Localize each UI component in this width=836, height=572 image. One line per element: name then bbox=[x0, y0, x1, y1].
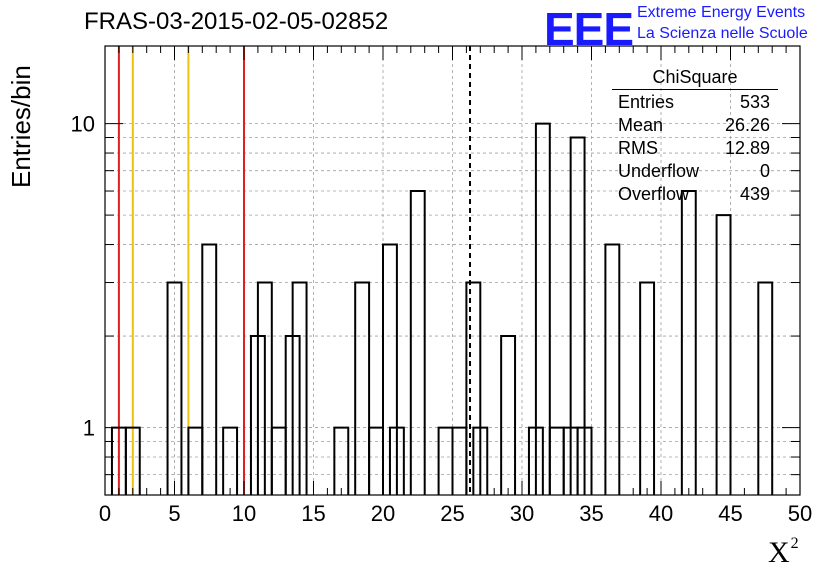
x-tick-label: 40 bbox=[649, 501, 673, 526]
histogram-bin bbox=[680, 190, 697, 495]
x-tick-label: 25 bbox=[440, 501, 464, 526]
histogram-bin bbox=[534, 122, 551, 495]
x-axis-label-superscript: 2 bbox=[790, 535, 799, 552]
x-tick-label: 10 bbox=[232, 501, 256, 526]
histogram-bin bbox=[451, 426, 468, 495]
histogram-bin bbox=[256, 281, 273, 495]
logo-line-1: Extreme Energy Events bbox=[637, 4, 806, 21]
stats-value: 439 bbox=[739, 184, 770, 204]
histogram-bin bbox=[548, 426, 565, 495]
histogram-bin bbox=[409, 190, 426, 495]
stats-row-rms: RMS 12.89 bbox=[612, 138, 778, 161]
logo-text: Extreme Energy Events La Scienza nelle S… bbox=[637, 2, 808, 44]
histogram-bin bbox=[576, 426, 593, 495]
logo-line-2: La Scienza nelle Scuole bbox=[637, 25, 808, 42]
x-tick-label: 30 bbox=[510, 501, 534, 526]
histogram-bin bbox=[472, 426, 489, 495]
chart-title: FRAS-03-2015-02-05-02852 bbox=[84, 8, 389, 35]
stats-row-mean: Mean 26.26 bbox=[612, 115, 778, 138]
histogram-bin bbox=[639, 281, 656, 495]
x-tick-label: 0 bbox=[99, 501, 111, 526]
histogram-bin bbox=[569, 136, 586, 495]
histogram-bin bbox=[715, 214, 732, 495]
stats-title: ChiSquare bbox=[612, 67, 778, 90]
histogram-bin bbox=[604, 243, 621, 495]
x-axis-label-symbol: X bbox=[768, 536, 790, 569]
histogram-bin bbox=[333, 426, 350, 495]
x-tick-label: 45 bbox=[718, 501, 742, 526]
stats-label: Entries bbox=[618, 92, 675, 112]
histogram-bin bbox=[124, 426, 141, 495]
histogram-bin bbox=[368, 426, 384, 495]
stats-label: Underflow bbox=[618, 161, 700, 181]
y-axis-label: Entries/bin bbox=[6, 65, 36, 188]
y-tick-label: 1 bbox=[83, 416, 95, 441]
x-tick-label: 50 bbox=[788, 501, 812, 526]
stats-row-entries: Entries 533 bbox=[612, 92, 778, 115]
stats-value: 533 bbox=[739, 92, 770, 112]
histogram-bin bbox=[757, 281, 774, 495]
stats-row-underflow: Underflow 0 bbox=[612, 161, 778, 184]
x-tick-label: 15 bbox=[301, 501, 325, 526]
histogram-bin bbox=[465, 281, 482, 495]
histogram-bin bbox=[500, 335, 517, 495]
stats-label: RMS bbox=[618, 138, 658, 158]
stats-label: Mean bbox=[618, 115, 664, 135]
histogram-bin bbox=[270, 426, 287, 495]
stats-value: 26.26 bbox=[724, 115, 770, 135]
y-tick-label: 10 bbox=[71, 112, 95, 137]
histogram-bin bbox=[388, 426, 405, 495]
x-tick-label: 20 bbox=[371, 501, 395, 526]
histogram-bin bbox=[166, 281, 183, 495]
stats-value: 0 bbox=[759, 161, 770, 181]
histogram-bin bbox=[222, 426, 239, 495]
histogram-bin bbox=[437, 426, 454, 495]
stats-box: ChiSquare Entries 533 Mean 26.26 RMS 12.89 … bbox=[612, 67, 778, 207]
histogram-bin bbox=[291, 281, 308, 495]
x-tick-label: 35 bbox=[579, 501, 603, 526]
histogram-bin bbox=[354, 281, 371, 495]
eee-logo: EEE bbox=[544, 3, 634, 55]
x-axis-label: X2 bbox=[768, 535, 799, 570]
stats-value: 12.89 bbox=[724, 138, 770, 158]
x-tick-label: 5 bbox=[168, 501, 180, 526]
histogram-bin bbox=[187, 426, 204, 495]
histogram-bin bbox=[382, 243, 398, 495]
histogram-bin bbox=[201, 243, 218, 495]
stats-row-overflow: Overflow 439 bbox=[612, 184, 778, 207]
stats-label: Overflow bbox=[618, 184, 690, 204]
